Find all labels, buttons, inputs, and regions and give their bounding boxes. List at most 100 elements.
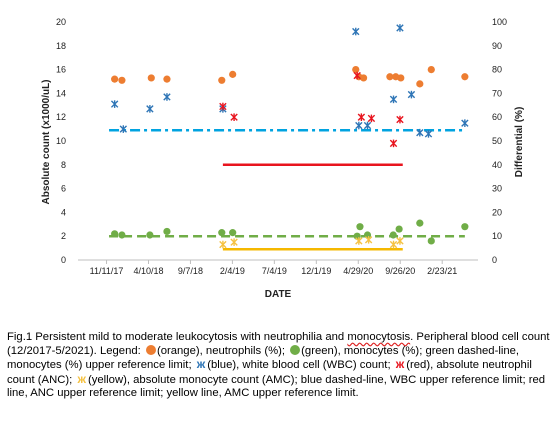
- y-axis-title-right: Differential (%): [514, 107, 525, 178]
- data-point: [110, 100, 119, 108]
- chart: 11/11/17 4/10/18 9/7/18 2/4/19 7/4/19 12/1/19…: [41, 17, 525, 300]
- data-point: [163, 75, 171, 83]
- data-point: [407, 90, 416, 99]
- y-tick-label-right: 20: [492, 207, 502, 217]
- y-tick-label-left: 12: [56, 112, 66, 122]
- x-tick-label: 4/29/20: [343, 266, 373, 276]
- caption-text-7: (yellow), absolute monocyte count (AMC);…: [7, 373, 546, 400]
- data-point: [118, 231, 126, 239]
- y-tick-label-right: 90: [492, 41, 502, 51]
- y-tick-label-left: 0: [61, 255, 66, 265]
- y-tick-label-left: 16: [56, 65, 66, 75]
- y-tick-label-right: 0: [492, 255, 497, 265]
- data-point: [219, 240, 227, 249]
- data-point: [118, 76, 126, 84]
- y-tick-label-right: 50: [492, 136, 502, 146]
- x-tick-label: 9/26/20: [385, 266, 415, 276]
- y-tick-label-left: 2: [61, 231, 66, 241]
- y-tick-label-right: 80: [492, 65, 502, 75]
- data-point: [389, 240, 398, 249]
- data-point: [230, 113, 238, 121]
- data-point: [396, 24, 404, 32]
- data-point: [218, 229, 226, 237]
- data-point: [219, 102, 227, 111]
- data-point: [416, 80, 424, 88]
- x-axis-title: DATE: [265, 289, 292, 300]
- y-tick-label-left: 8: [61, 160, 66, 170]
- y-tick-label-left: 18: [56, 41, 66, 51]
- caption-text-5: (blue), white blood cell (WBC) count;: [207, 359, 394, 372]
- y-tick-label-right: 10: [492, 231, 502, 241]
- x-tick-label: 2/4/19: [220, 266, 245, 276]
- data-point: [461, 223, 469, 231]
- data-point: [111, 75, 119, 83]
- y-axis-title-left: Absolute count (x1000/uL): [41, 79, 52, 204]
- data-point: [355, 237, 363, 245]
- figure-caption: Fig.1 Persistent mild to moderate leukoc…: [7, 331, 555, 401]
- x-tick-label: 4/10/18: [133, 266, 163, 276]
- data-point: [397, 74, 405, 82]
- data-point: [119, 125, 128, 133]
- y-tick-label-right: 40: [492, 160, 502, 170]
- green-circle-icon: [290, 344, 301, 355]
- orange-circle-icon: [145, 344, 156, 355]
- data-point: [461, 119, 469, 127]
- reference-lines: [109, 129, 465, 251]
- data-point: [353, 71, 361, 80]
- x-tick-label: 9/7/18: [178, 266, 203, 276]
- data-point: [461, 73, 469, 81]
- data-point: [364, 235, 373, 244]
- data-point: [389, 139, 398, 148]
- y-tick-label-left: 4: [61, 207, 66, 217]
- x-tick-label: 12/1/19: [301, 266, 331, 276]
- data-point: [416, 128, 424, 137]
- caption-text-monocytosis: monocytosis: [347, 331, 411, 343]
- x-tick-label: 2/23/21: [427, 266, 457, 276]
- caption-text-1: Fig.1 Persistent mild to moderate leukoc…: [7, 331, 348, 343]
- y-tick-label-left: 6: [61, 184, 66, 194]
- data-point: [389, 231, 397, 239]
- y-tick-label-left: 10: [56, 136, 66, 146]
- data-point: [352, 27, 360, 36]
- data-point: [356, 223, 364, 231]
- data-point: [395, 225, 403, 233]
- data-point: [396, 237, 404, 245]
- data-point: [230, 238, 238, 246]
- red-asterisk-icon: ж: [395, 357, 405, 372]
- data-point: [396, 115, 404, 124]
- data-point: [427, 66, 435, 74]
- data-point: [146, 231, 154, 239]
- caption-text-2: . Peripheral blood cell count (12/2017-5…: [7, 331, 550, 357]
- caption-text-4: (green), monocytes (%); green dashed-lin…: [7, 344, 520, 372]
- data-point: [229, 70, 237, 78]
- data-point: [389, 95, 398, 104]
- y-tick-label-left: 20: [56, 17, 66, 27]
- y-tick-label-left: 14: [56, 88, 66, 98]
- data-point: [352, 66, 360, 74]
- data-point: [363, 121, 372, 130]
- data-point: [386, 73, 394, 81]
- y-tick-label-right: 100: [492, 17, 507, 27]
- x-tick-label: 7/4/19: [262, 266, 287, 276]
- x-tick-label: 11/11/17: [90, 266, 124, 276]
- caption-text-6: (red), absolute neutrophil count (ANC);: [7, 359, 532, 386]
- data-point: [367, 114, 376, 123]
- caption-text-3: (orange), neutrophils (%);: [156, 344, 289, 357]
- y-tick-label-right: 60: [492, 112, 502, 122]
- axes: 11/11/17 4/10/18 9/7/18 2/4/19 7/4/19 12/1/19…: [56, 17, 507, 276]
- data-point: [163, 227, 171, 236]
- data-point: [111, 230, 119, 238]
- data-point: [355, 121, 363, 130]
- y-tick-label-right: 30: [492, 184, 502, 194]
- data-point: [416, 219, 424, 227]
- blue-asterisk-icon: ж: [196, 357, 206, 372]
- yellow-asterisk-icon: ж: [77, 371, 86, 386]
- data-point: [218, 76, 226, 84]
- data-point: [427, 237, 435, 245]
- data-point: [147, 74, 155, 82]
- data-point: [424, 130, 433, 138]
- data-point: [357, 113, 366, 121]
- data-point: [163, 93, 171, 101]
- data-point: [146, 105, 154, 113]
- data-point: [359, 74, 368, 82]
